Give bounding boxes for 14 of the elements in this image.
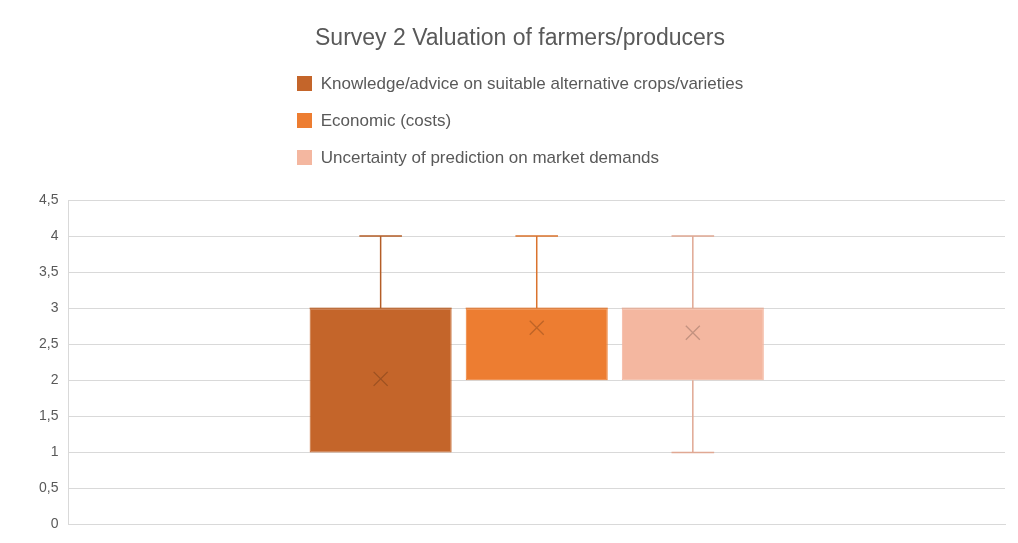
legend-label: Knowledge/advice on suitable alternative crops/varieties	[320, 74, 744, 93]
y-tick-label: 3	[50, 299, 59, 316]
y-tick-label: 1	[50, 443, 59, 460]
y-tick-label: 4	[50, 226, 59, 243]
y-tick-label: 2	[50, 371, 59, 388]
y-tick-label: 0	[50, 515, 59, 532]
y-tick-label: 1,5	[38, 407, 59, 424]
chart-title: Survey 2 Valuation of farmers/producers	[314, 24, 726, 51]
y-tick-label: 4,5	[38, 190, 59, 207]
y-tick-label: 0,5	[38, 479, 59, 496]
y-tick-label: 3,5	[38, 262, 59, 279]
legend-label: Economic (costs)	[320, 111, 452, 130]
legend-label: Uncertainty of prediction on market demands	[320, 148, 660, 167]
y-tick-label: 2,5	[38, 335, 59, 352]
